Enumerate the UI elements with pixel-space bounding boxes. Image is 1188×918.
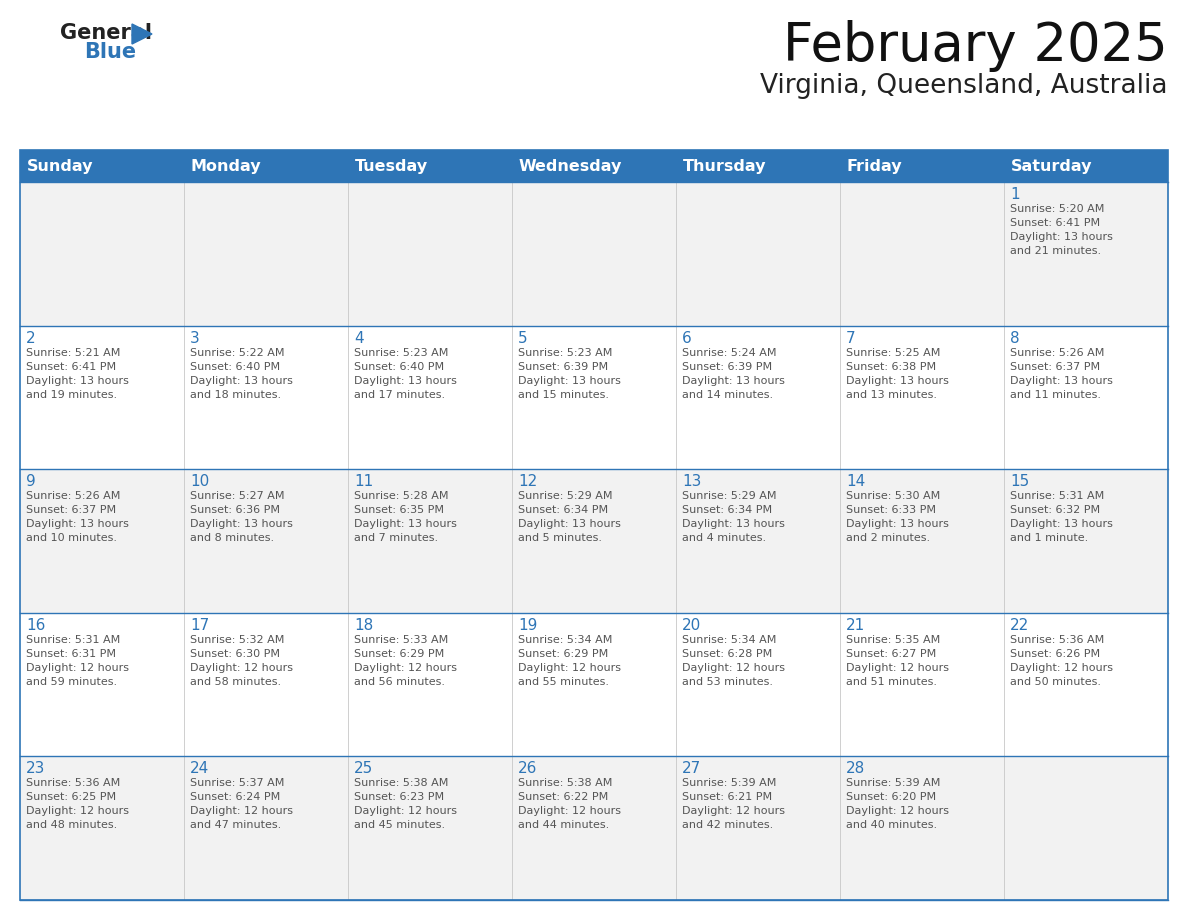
Text: 16: 16 [26,618,45,633]
Text: Sunrise: 5:31 AM
Sunset: 6:31 PM
Daylight: 12 hours
and 59 minutes.: Sunrise: 5:31 AM Sunset: 6:31 PM Dayligh… [26,635,129,687]
Text: 7: 7 [846,330,855,345]
Text: 23: 23 [26,761,45,777]
Text: Sunrise: 5:37 AM
Sunset: 6:24 PM
Daylight: 12 hours
and 47 minutes.: Sunrise: 5:37 AM Sunset: 6:24 PM Dayligh… [190,778,293,831]
Text: 28: 28 [846,761,865,777]
Text: Monday: Monday [191,159,261,174]
Text: 5: 5 [518,330,527,345]
Text: 20: 20 [682,618,701,633]
Text: 19: 19 [518,618,537,633]
Text: 15: 15 [1010,475,1029,489]
Bar [20,326,1168,469]
Text: Sunrise: 5:33 AM
Sunset: 6:29 PM
Daylight: 12 hours
and 56 minutes.: Sunrise: 5:33 AM Sunset: 6:29 PM Dayligh… [354,635,457,687]
Text: Sunrise: 5:23 AM
Sunset: 6:40 PM
Daylight: 13 hours
and 17 minutes.: Sunrise: 5:23 AM Sunset: 6:40 PM Dayligh… [354,348,457,399]
Text: 18: 18 [354,618,373,633]
Text: Sunrise: 5:29 AM
Sunset: 6:34 PM
Daylight: 13 hours
and 5 minutes.: Sunrise: 5:29 AM Sunset: 6:34 PM Dayligh… [518,491,621,543]
Bar [20,150,1168,900]
Text: Sunrise: 5:27 AM
Sunset: 6:36 PM
Daylight: 13 hours
and 8 minutes.: Sunrise: 5:27 AM Sunset: 6:36 PM Dayligh… [190,491,293,543]
Text: Sunrise: 5:31 AM
Sunset: 6:32 PM
Daylight: 13 hours
and 1 minute.: Sunrise: 5:31 AM Sunset: 6:32 PM Dayligh… [1010,491,1113,543]
Text: Sunrise: 5:25 AM
Sunset: 6:38 PM
Daylight: 13 hours
and 13 minutes.: Sunrise: 5:25 AM Sunset: 6:38 PM Dayligh… [846,348,949,399]
Text: 14: 14 [846,475,865,489]
Text: 21: 21 [846,618,865,633]
Text: Sunday: Sunday [27,159,94,174]
Text: 12: 12 [518,475,537,489]
Text: Sunrise: 5:29 AM
Sunset: 6:34 PM
Daylight: 13 hours
and 4 minutes.: Sunrise: 5:29 AM Sunset: 6:34 PM Dayligh… [682,491,785,543]
Text: February 2025: February 2025 [783,20,1168,72]
Text: Sunrise: 5:39 AM
Sunset: 6:20 PM
Daylight: 12 hours
and 40 minutes.: Sunrise: 5:39 AM Sunset: 6:20 PM Dayligh… [846,778,949,831]
Text: 9: 9 [26,475,36,489]
Text: Sunrise: 5:24 AM
Sunset: 6:39 PM
Daylight: 13 hours
and 14 minutes.: Sunrise: 5:24 AM Sunset: 6:39 PM Dayligh… [682,348,785,399]
Text: 1: 1 [1010,187,1019,202]
Text: Sunrise: 5:23 AM
Sunset: 6:39 PM
Daylight: 13 hours
and 15 minutes.: Sunrise: 5:23 AM Sunset: 6:39 PM Dayligh… [518,348,621,399]
Text: 8: 8 [1010,330,1019,345]
Text: 17: 17 [190,618,209,633]
Text: Sunrise: 5:28 AM
Sunset: 6:35 PM
Daylight: 13 hours
and 7 minutes.: Sunrise: 5:28 AM Sunset: 6:35 PM Dayligh… [354,491,457,543]
Bar [20,469,1168,613]
Text: 3: 3 [190,330,200,345]
Text: Sunrise: 5:34 AM
Sunset: 6:28 PM
Daylight: 12 hours
and 53 minutes.: Sunrise: 5:34 AM Sunset: 6:28 PM Dayligh… [682,635,785,687]
Text: Tuesday: Tuesday [355,159,428,174]
Text: 27: 27 [682,761,701,777]
Text: 25: 25 [354,761,373,777]
Text: 26: 26 [518,761,537,777]
Text: 6: 6 [682,330,691,345]
Text: Sunrise: 5:36 AM
Sunset: 6:25 PM
Daylight: 12 hours
and 48 minutes.: Sunrise: 5:36 AM Sunset: 6:25 PM Dayligh… [26,778,129,831]
Text: 4: 4 [354,330,364,345]
Text: 2: 2 [26,330,36,345]
Bar [20,150,1168,182]
Text: Friday: Friday [847,159,903,174]
Text: 10: 10 [190,475,209,489]
Text: 24: 24 [190,761,209,777]
Text: Thursday: Thursday [683,159,766,174]
Text: Sunrise: 5:26 AM
Sunset: 6:37 PM
Daylight: 13 hours
and 10 minutes.: Sunrise: 5:26 AM Sunset: 6:37 PM Dayligh… [26,491,128,543]
Text: Sunrise: 5:34 AM
Sunset: 6:29 PM
Daylight: 12 hours
and 55 minutes.: Sunrise: 5:34 AM Sunset: 6:29 PM Dayligh… [518,635,621,687]
Text: 22: 22 [1010,618,1029,633]
Text: Blue: Blue [84,42,137,62]
Text: Virginia, Queensland, Australia: Virginia, Queensland, Australia [760,73,1168,99]
Text: Sunrise: 5:35 AM
Sunset: 6:27 PM
Daylight: 12 hours
and 51 minutes.: Sunrise: 5:35 AM Sunset: 6:27 PM Dayligh… [846,635,949,687]
Text: Sunrise: 5:36 AM
Sunset: 6:26 PM
Daylight: 12 hours
and 50 minutes.: Sunrise: 5:36 AM Sunset: 6:26 PM Dayligh… [1010,635,1113,687]
Text: 13: 13 [682,475,701,489]
Text: Sunrise: 5:32 AM
Sunset: 6:30 PM
Daylight: 12 hours
and 58 minutes.: Sunrise: 5:32 AM Sunset: 6:30 PM Dayligh… [190,635,293,687]
Text: Saturday: Saturday [1011,159,1093,174]
Text: Sunrise: 5:39 AM
Sunset: 6:21 PM
Daylight: 12 hours
and 42 minutes.: Sunrise: 5:39 AM Sunset: 6:21 PM Dayligh… [682,778,785,831]
Text: Sunrise: 5:26 AM
Sunset: 6:37 PM
Daylight: 13 hours
and 11 minutes.: Sunrise: 5:26 AM Sunset: 6:37 PM Dayligh… [1010,348,1113,399]
Text: 11: 11 [354,475,373,489]
Bar [20,613,1168,756]
Text: Sunrise: 5:30 AM
Sunset: 6:33 PM
Daylight: 13 hours
and 2 minutes.: Sunrise: 5:30 AM Sunset: 6:33 PM Dayligh… [846,491,949,543]
Text: Sunrise: 5:21 AM
Sunset: 6:41 PM
Daylight: 13 hours
and 19 minutes.: Sunrise: 5:21 AM Sunset: 6:41 PM Dayligh… [26,348,128,399]
Text: Sunrise: 5:20 AM
Sunset: 6:41 PM
Daylight: 13 hours
and 21 minutes.: Sunrise: 5:20 AM Sunset: 6:41 PM Dayligh… [1010,204,1113,256]
Bar [20,756,1168,900]
Text: Wednesday: Wednesday [519,159,623,174]
Polygon shape [132,24,152,44]
Text: Sunrise: 5:22 AM
Sunset: 6:40 PM
Daylight: 13 hours
and 18 minutes.: Sunrise: 5:22 AM Sunset: 6:40 PM Dayligh… [190,348,293,399]
Bar [20,182,1168,326]
Text: General: General [61,23,152,43]
Text: Sunrise: 5:38 AM
Sunset: 6:23 PM
Daylight: 12 hours
and 45 minutes.: Sunrise: 5:38 AM Sunset: 6:23 PM Dayligh… [354,778,457,831]
Text: Sunrise: 5:38 AM
Sunset: 6:22 PM
Daylight: 12 hours
and 44 minutes.: Sunrise: 5:38 AM Sunset: 6:22 PM Dayligh… [518,778,621,831]
